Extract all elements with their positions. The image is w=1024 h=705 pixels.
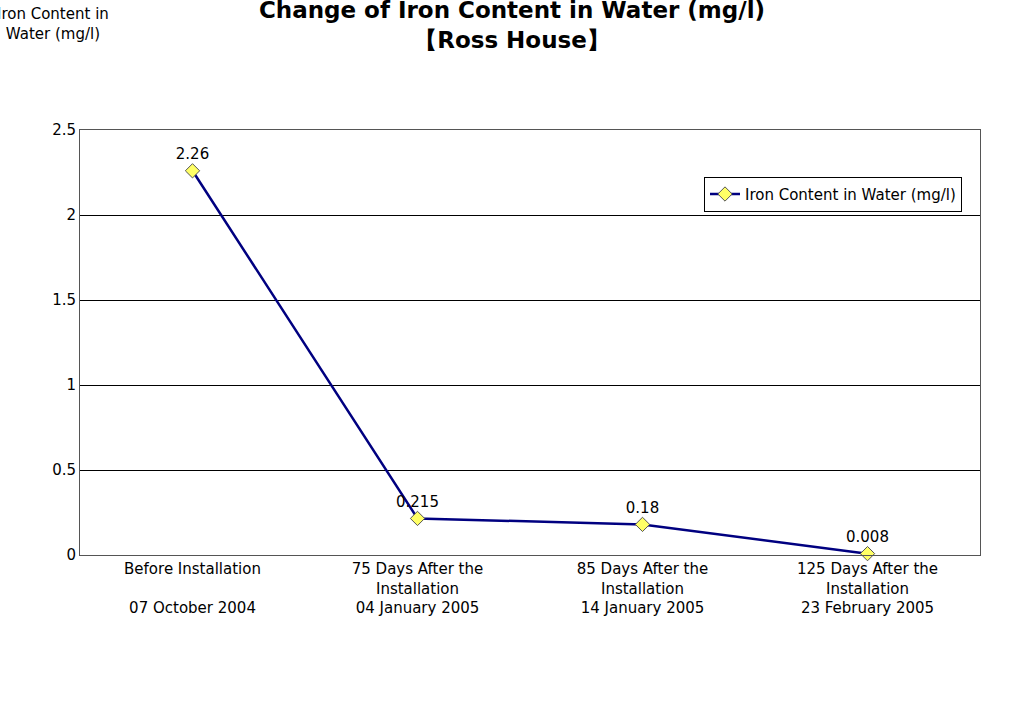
svg-text:0.18: 0.18: [626, 499, 659, 517]
svg-text:Before Installation07 October: Before Installation07 October 2004: [124, 560, 261, 617]
svg-text:0.215: 0.215: [396, 493, 439, 511]
svg-text:1.5: 1.5: [52, 291, 76, 309]
svg-text:0.008: 0.008: [846, 528, 889, 546]
svg-text:2.5: 2.5: [52, 121, 76, 139]
svg-text:85 Days After theInstallation1: 85 Days After theInstallation14 January …: [577, 560, 708, 617]
svg-text:Iron Content inWater (mg/l): Iron Content inWater (mg/l): [0, 5, 109, 43]
svg-text:75 Days After theInstallation0: 75 Days After theInstallation04 January …: [352, 560, 483, 617]
svg-text:0: 0: [66, 546, 76, 564]
svg-text:Change of Iron Content in Wate: Change of Iron Content in Water (mg/l)【R…: [259, 0, 765, 53]
svg-text:Iron Content in Water (mg/l): Iron Content in Water (mg/l): [745, 186, 956, 204]
svg-text:125 Days After theInstallation: 125 Days After theInstallation23 Februar…: [797, 560, 938, 617]
svg-text:1: 1: [66, 376, 76, 394]
svg-text:0.5: 0.5: [52, 461, 76, 479]
svg-text:2.26: 2.26: [176, 145, 209, 163]
svg-text:2: 2: [66, 206, 76, 224]
